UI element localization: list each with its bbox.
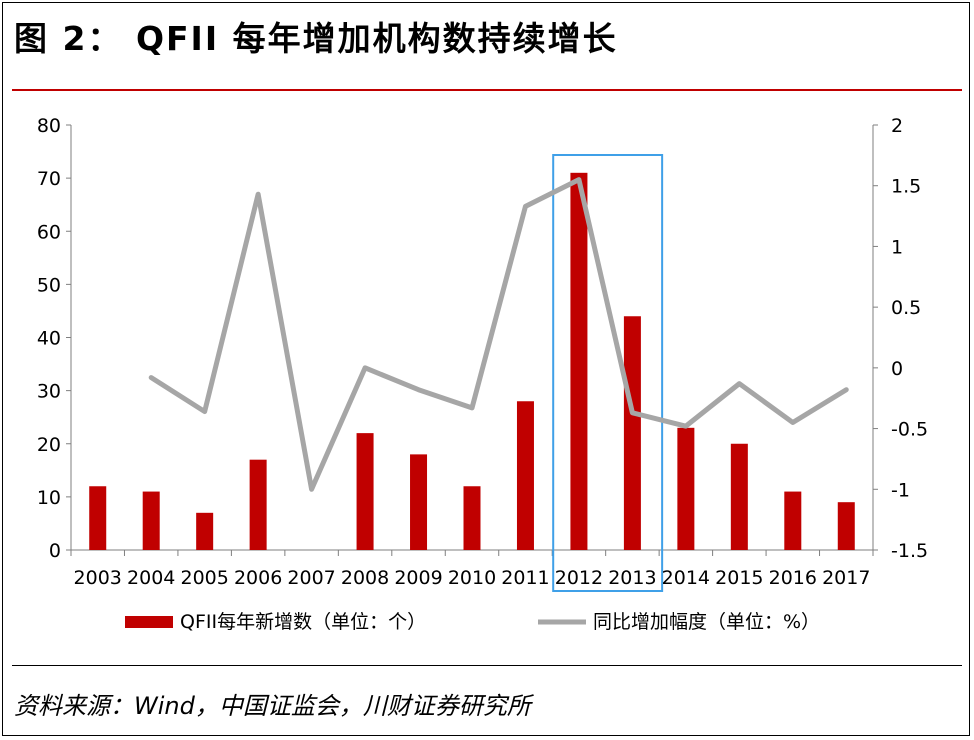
bar-2013	[623, 316, 641, 550]
bar-2011	[516, 401, 534, 550]
figure-title: 图 2： QFII 每年增加机构数持续增长	[14, 19, 618, 58]
left-tick-label: 40	[37, 328, 61, 350]
right-tick-label: -1.5	[891, 540, 928, 562]
x-tick-label: 2009	[394, 567, 442, 589]
x-tick-label: 2016	[769, 567, 817, 589]
right-tick-label: 0.5	[891, 297, 921, 319]
legend-bar-label: QFII每年新增数（单位：个）	[180, 611, 426, 633]
right-tick-label: 1	[891, 236, 903, 258]
right-tick-label: 1.5	[891, 176, 921, 198]
x-tick-label: 2007	[287, 567, 335, 589]
left-tick-label: 60	[37, 221, 61, 243]
bar-2009	[410, 454, 428, 550]
right-tick-label: -0.5	[891, 419, 928, 441]
left-tick-label: 80	[37, 115, 61, 137]
bar-2004	[142, 491, 160, 550]
title-rule	[12, 89, 962, 91]
source-note: 资料来源：Wind，中国证监会，川财证券研究所	[14, 692, 531, 720]
bar-2015	[730, 443, 748, 550]
left-tick-label: 30	[37, 381, 61, 403]
right-tick-label: 0	[891, 358, 903, 380]
x-tick-label: 2006	[234, 567, 282, 589]
x-tick-label: 2015	[715, 567, 763, 589]
bar-2006	[249, 459, 267, 550]
right-tick-label: -1	[891, 479, 910, 501]
x-tick-label: 2003	[74, 567, 122, 589]
legend-line-label: 同比增加幅度（单位：%）	[593, 611, 820, 633]
x-tick-label: 2014	[662, 567, 710, 589]
right-tick-label: 2	[891, 115, 903, 137]
x-tick-label: 2017	[822, 567, 870, 589]
x-tick-label: 2008	[341, 567, 389, 589]
legend-bar-swatch	[125, 616, 173, 628]
bar-2003	[89, 486, 107, 550]
bar-2016	[784, 491, 802, 550]
source-rule	[12, 665, 962, 666]
bar-2010	[463, 486, 481, 550]
bar-2014	[677, 427, 695, 550]
x-tick-label: 2013	[608, 567, 656, 589]
bar-2017	[837, 502, 855, 550]
chart: 0 10 20 30 40 50 60 70 80 -1.5 -1 -0.5 0 0.5 1 1.5 2 2003…	[37, 115, 928, 633]
x-tick-label: 2011	[501, 567, 549, 589]
x-tick-label: 2010	[448, 567, 496, 589]
left-tick-label: 0	[49, 540, 61, 562]
left-tick-label: 70	[37, 168, 61, 190]
highlight-box	[552, 154, 664, 592]
left-tick-label: 10	[37, 487, 61, 509]
bar-2008	[356, 433, 374, 550]
x-tick-label: 2012	[555, 567, 603, 589]
yoy-growth-line	[148, 177, 849, 492]
bar-2012	[570, 172, 588, 550]
left-tick-label: 20	[37, 434, 61, 456]
bar-2005	[196, 512, 214, 550]
left-tick-label: 50	[37, 274, 61, 296]
x-tick-label: 2004	[127, 567, 175, 589]
x-tick-label: 2005	[180, 567, 228, 589]
